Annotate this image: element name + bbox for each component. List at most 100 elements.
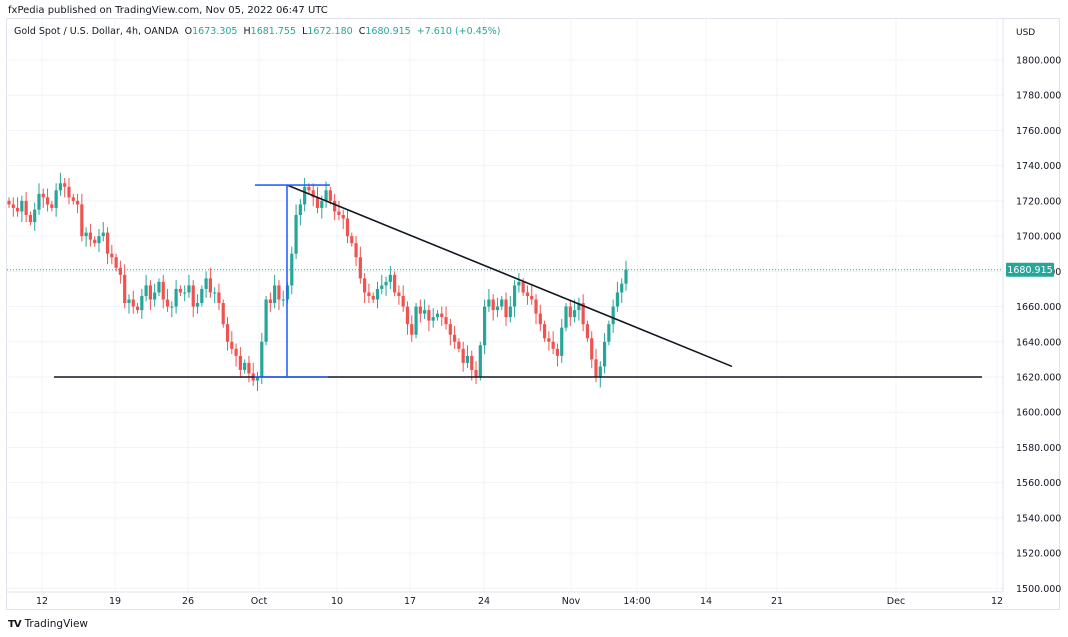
price-tick-label: 1760.000: [1016, 126, 1061, 137]
candle: [71, 193, 75, 205]
candle: [135, 303, 140, 314]
candle: [478, 341, 482, 381]
candle: [208, 267, 212, 298]
candle: [178, 285, 182, 296]
candle: [144, 274, 148, 302]
candle: [114, 253, 118, 272]
candle: [461, 341, 465, 372]
high-value: 1681.755: [250, 26, 297, 37]
last-price-badge: 1680.915: [1006, 262, 1054, 277]
candle: [358, 246, 362, 284]
price-tick-label: 1520.000: [1016, 549, 1061, 560]
candle: [324, 181, 328, 208]
price-tick-label: 1720.000: [1016, 196, 1061, 207]
candle: [148, 280, 152, 311]
candle: [555, 343, 560, 367]
candle: [157, 278, 161, 296]
candle: [615, 281, 620, 312]
candle: [474, 361, 478, 385]
symbol-name: Gold Spot / U.S. Dollar, 4h, OANDA: [14, 26, 179, 37]
time-tick-label: 19: [109, 596, 121, 607]
candle: [487, 288, 491, 312]
candle: [238, 347, 242, 377]
chart-frame: [6, 18, 1060, 610]
candle: [427, 304, 431, 332]
candle: [315, 186, 320, 214]
candle: [213, 287, 217, 304]
candle: [624, 260, 628, 291]
candle: [328, 186, 332, 205]
candle: [380, 274, 384, 295]
candle: [264, 295, 268, 346]
descending-trendline[interactable]: [286, 184, 733, 368]
candle: [525, 285, 530, 305]
candle: [290, 246, 294, 295]
candle: [101, 222, 105, 242]
candle: [512, 280, 517, 318]
candle: [538, 304, 542, 332]
candle: [401, 285, 405, 312]
candle: [281, 290, 285, 307]
candle: [465, 345, 470, 369]
candle: [470, 350, 474, 381]
candle: [607, 320, 611, 346]
candle: [410, 315, 414, 342]
candle: [440, 306, 444, 326]
candle: [560, 318, 564, 363]
candle: [585, 320, 590, 342]
candle: [393, 271, 397, 296]
price-tick-label: 1620.000: [1016, 373, 1061, 384]
candle: [84, 227, 88, 247]
candle: [435, 310, 440, 321]
candle: [170, 301, 174, 318]
candle: [41, 188, 45, 208]
measure-tool[interactable]: [254, 184, 330, 378]
price-tick-label: 1600.000: [1016, 408, 1061, 419]
price-tick-label: 1800.000: [1016, 56, 1061, 67]
candle: [88, 223, 93, 247]
time-tick-label: 14: [700, 596, 712, 607]
candle: [298, 199, 302, 226]
candle: [165, 288, 170, 312]
time-tick-label: 12: [36, 596, 48, 607]
candle: [598, 361, 602, 388]
price-tick-label: 1500.000: [1016, 584, 1061, 595]
price-tick-label: 1560.000: [1016, 478, 1061, 489]
candle: [495, 297, 500, 318]
footer-brand[interactable]: TV TradingView: [8, 618, 88, 630]
candle: [45, 188, 50, 212]
candle: [118, 260, 123, 284]
low-label: L: [302, 26, 308, 37]
publisher-line: fxPedia published on TradingView.com, No…: [8, 5, 328, 16]
price-tick-label: 1740.000: [1016, 161, 1061, 172]
candle: [277, 280, 281, 311]
time-tick-label: 12: [991, 596, 1003, 607]
candle: [483, 299, 487, 355]
price-tick-label: 1580.000: [1016, 443, 1061, 454]
candle: [80, 193, 84, 242]
price-tick-label: 1640.000: [1016, 337, 1061, 348]
candle: [333, 193, 337, 221]
candle: [620, 278, 624, 304]
candle: [247, 355, 251, 383]
candle: [491, 294, 495, 321]
candle: [131, 290, 135, 314]
candle: [24, 192, 28, 223]
candle: [93, 236, 97, 247]
candle: [7, 197, 11, 208]
candle: [367, 283, 371, 304]
time-tick-label: 24: [478, 596, 490, 607]
candle: [225, 317, 230, 351]
candle: [174, 280, 178, 314]
tradingview-logo-icon: TV: [8, 618, 22, 630]
candle: [294, 204, 298, 260]
candle: [251, 362, 255, 386]
candle: [187, 274, 191, 298]
brand-name: TradingView: [24, 618, 89, 630]
time-tick-label: Dec: [887, 596, 905, 607]
candle: [337, 200, 341, 221]
candle: [234, 343, 238, 367]
candle: [221, 299, 225, 328]
candle: [602, 332, 607, 374]
